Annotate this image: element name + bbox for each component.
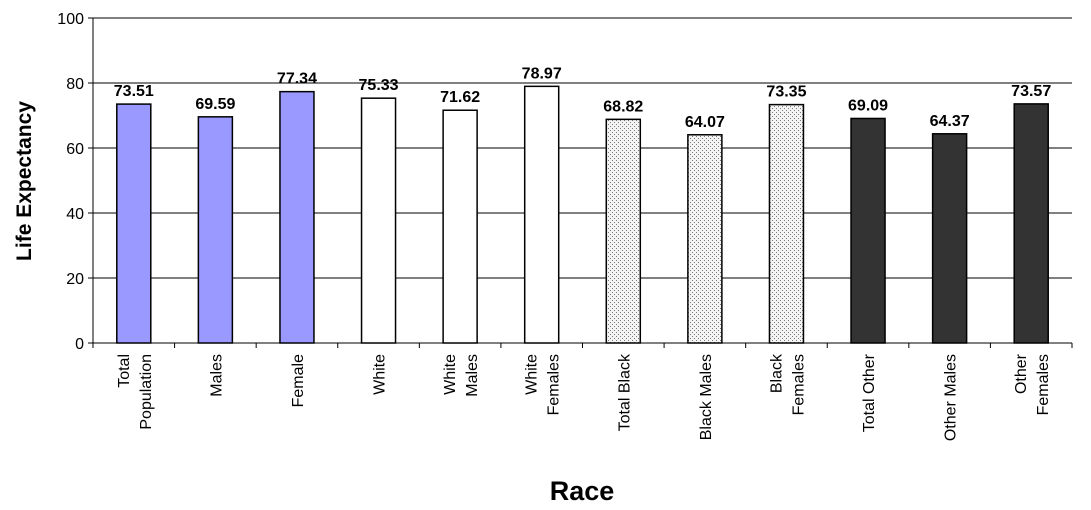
bar bbox=[279, 90, 315, 344]
bar bbox=[116, 103, 152, 344]
data-label: 75.33 bbox=[359, 77, 399, 94]
bar bbox=[523, 85, 560, 344]
category-label-line: Males bbox=[464, 354, 481, 397]
category-labels: Total Population Males Female White White Male… bbox=[116, 353, 1052, 441]
bar bbox=[931, 133, 968, 344]
y-tick-label: 20 bbox=[66, 271, 84, 288]
category-label-line: Total Other bbox=[861, 353, 878, 432]
category-label-line: Females bbox=[790, 354, 807, 415]
category-label-line: Population bbox=[138, 354, 155, 430]
category-label-line: White bbox=[372, 354, 389, 395]
y-tick-label: 60 bbox=[66, 141, 84, 158]
category-label-line: Total bbox=[116, 354, 133, 388]
category-label-line: Black bbox=[768, 353, 785, 393]
bar bbox=[850, 117, 886, 344]
bar bbox=[197, 116, 234, 344]
data-label: 73.57 bbox=[1011, 83, 1051, 100]
data-label: 73.51 bbox=[114, 83, 154, 100]
data-label: 64.37 bbox=[930, 113, 970, 130]
category-label: Black Males bbox=[698, 354, 715, 440]
axes: 0 20 40 60 80 100 bbox=[57, 11, 1073, 353]
category-label-line: Female bbox=[290, 354, 307, 407]
bar bbox=[605, 118, 642, 344]
data-label: 69.09 bbox=[848, 97, 888, 114]
y-axis-title: Life Expectancy bbox=[13, 101, 36, 261]
bars bbox=[116, 85, 1049, 344]
data-labels: 73.51 69.59 77.34 75.33 71.62 78.97 68.82 64.07… bbox=[114, 65, 1052, 130]
category-label-line: Females bbox=[546, 354, 563, 415]
y-tick-label: 80 bbox=[66, 76, 84, 93]
category-label: Total Population bbox=[116, 354, 155, 430]
bar bbox=[360, 97, 397, 344]
category-label: Other Females bbox=[1013, 353, 1052, 415]
category-label: White Females bbox=[524, 354, 563, 415]
bar bbox=[442, 109, 478, 344]
category-label-line: Other Males bbox=[943, 354, 960, 441]
data-label: 73.35 bbox=[766, 84, 806, 101]
category-label: Black Females bbox=[768, 353, 807, 415]
category-label-line: Other bbox=[1013, 353, 1030, 394]
category-label: Other Males bbox=[943, 354, 960, 441]
y-tick-label: 40 bbox=[66, 206, 84, 223]
bar bbox=[768, 103, 805, 344]
category-label-line: White bbox=[524, 354, 541, 395]
category-label: Males bbox=[208, 354, 225, 397]
bar bbox=[687, 134, 723, 344]
data-label: 77.34 bbox=[277, 71, 317, 88]
category-label: Total Black bbox=[616, 353, 633, 431]
x-axis-title: Race bbox=[550, 476, 615, 506]
category-label: Female bbox=[290, 354, 307, 407]
category-label: White Males bbox=[442, 354, 481, 397]
data-label: 64.07 bbox=[685, 114, 725, 131]
category-label: Total Other bbox=[861, 353, 878, 432]
category-label-line: White bbox=[442, 354, 459, 395]
bar bbox=[1013, 103, 1049, 344]
data-label: 69.59 bbox=[195, 96, 235, 113]
y-tick-label: 100 bbox=[57, 11, 84, 28]
y-tick-label: 0 bbox=[75, 336, 84, 353]
category-label-line: Black Males bbox=[698, 354, 715, 440]
category-label-line: Total Black bbox=[616, 353, 633, 431]
category-label-line: Females bbox=[1035, 354, 1052, 415]
data-label: 68.82 bbox=[603, 98, 643, 115]
data-label: 78.97 bbox=[522, 65, 562, 82]
data-label: 71.62 bbox=[440, 89, 480, 106]
gridlines bbox=[93, 17, 1072, 279]
category-label: White bbox=[372, 354, 389, 395]
category-label-line: Males bbox=[208, 354, 225, 397]
